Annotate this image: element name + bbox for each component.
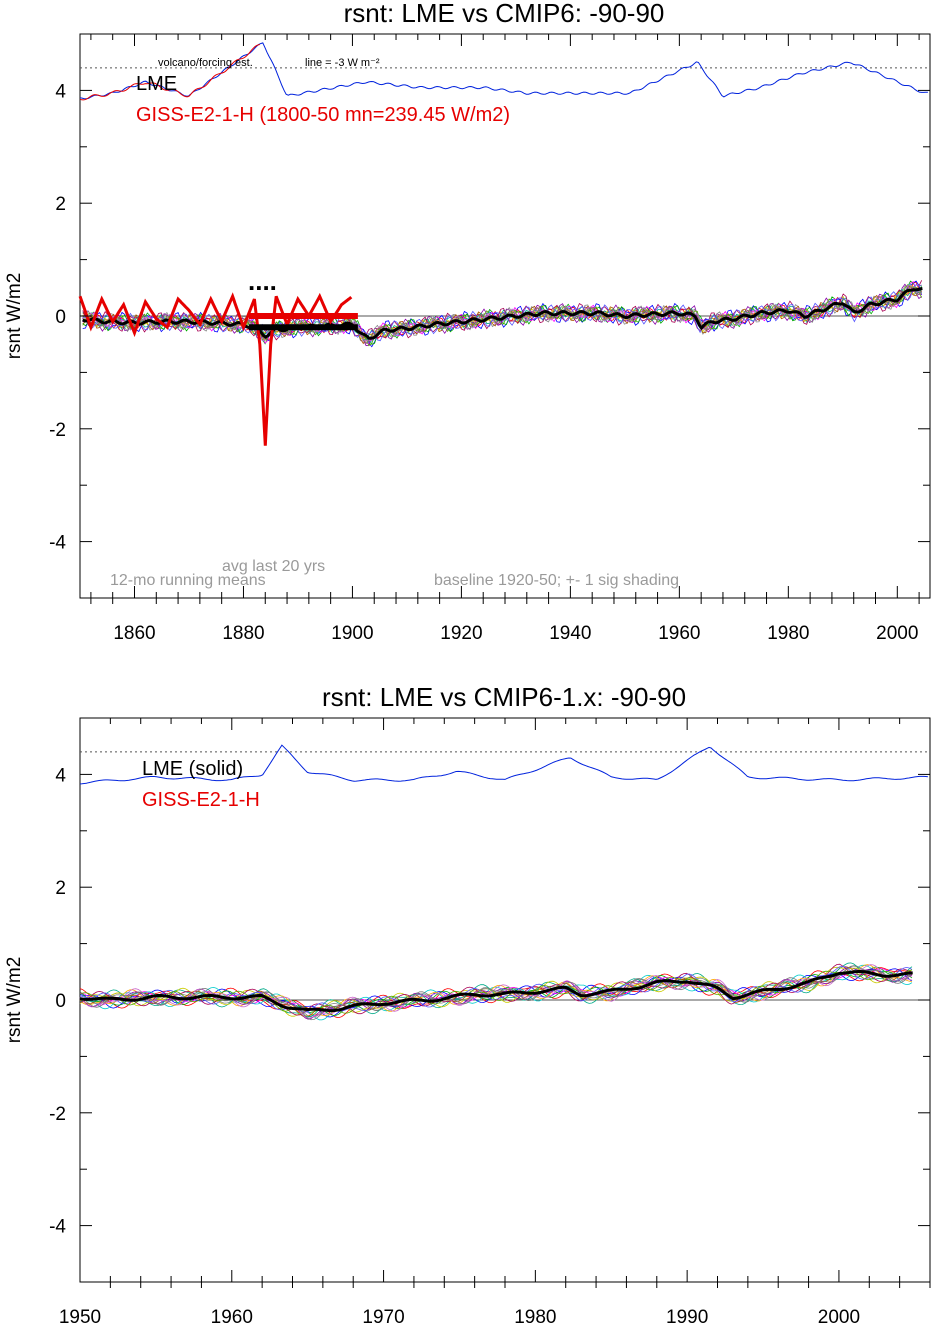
y-tick-label: -4 xyxy=(49,1217,66,1238)
volcano-forcing-giss-line xyxy=(79,44,260,101)
legend-giss: GISS-E2-1-H (1800-50 mn=239.45 W/m2) xyxy=(136,104,510,126)
legend-lme: LME xyxy=(136,73,177,95)
lme-ensemble-mean-line xyxy=(79,970,913,1013)
x-tick-label: 1950 xyxy=(59,1307,101,1325)
x-tick-label: 1960 xyxy=(658,623,700,644)
y-tick-label: 4 xyxy=(55,81,66,102)
chart-panel-bottom: rsnt: LME vs CMIP6-1.x: -90-90 -4 -2 0 2 4 19… xyxy=(4,682,931,1325)
legend-giss-bottom: GISS-E2-1-H xyxy=(142,789,260,811)
y-tick-label: -4 xyxy=(49,533,66,554)
y-tick-label: -2 xyxy=(49,1104,66,1125)
annotation-dots: .... xyxy=(248,266,277,296)
y-tick-label: 2 xyxy=(55,194,66,215)
annotation-avg-last-20: avg last 20 yrs xyxy=(222,558,325,575)
x-tick-label: 2000 xyxy=(876,623,918,644)
x-tick-label: 1970 xyxy=(362,1307,404,1325)
x-tick-label: 1980 xyxy=(767,623,809,644)
chart-panel-top: rsnt: LME vs CMIP6: -90-90 -4 -2 0 2 4 1860 18… xyxy=(4,0,931,644)
annotation-baseline: baseline 1920-50; +- 1 sig shading xyxy=(434,572,679,589)
x-tick-label: 1920 xyxy=(440,623,482,644)
x-tick-label: 1980 xyxy=(514,1307,556,1325)
y-tick-label: 0 xyxy=(55,307,66,328)
ensemble-member-line xyxy=(79,965,913,1021)
x-tick-label: 1940 xyxy=(549,623,591,644)
y-axis-label-bottom: rsnt W/m2 xyxy=(4,957,25,1044)
giss-line xyxy=(78,292,353,446)
x-tick-label: 2000 xyxy=(818,1307,860,1325)
y-tick-label: 4 xyxy=(55,765,66,786)
y-tick-label: 0 xyxy=(55,991,66,1012)
volcano-forcing-line xyxy=(79,42,928,100)
x-tick-label: 1960 xyxy=(211,1307,253,1325)
ensemble-member-line xyxy=(79,964,913,1016)
legend-lme-solid: LME (solid) xyxy=(142,758,243,780)
x-tick-label: 1990 xyxy=(666,1307,708,1325)
y-axis-label-top: rsnt W/m2 xyxy=(4,273,25,360)
ensemble-member-line xyxy=(82,285,923,341)
x-tick-label: 1860 xyxy=(113,623,155,644)
y-tick-label: 2 xyxy=(55,878,66,899)
x-tick-label: 1880 xyxy=(222,623,264,644)
annotation-line-note: line = -3 W m⁻² xyxy=(305,57,380,69)
chart-title-top: rsnt: LME vs CMIP6: -90-90 xyxy=(344,0,665,28)
y-tick-label: -2 xyxy=(49,420,66,441)
annotation-volcano: volcano/forcing est. xyxy=(158,57,253,69)
annotation-running-means: 12-mo running means xyxy=(110,572,266,589)
x-tick-label: 1900 xyxy=(331,623,373,644)
volcano-forcing-line xyxy=(79,744,928,785)
chart-title-bottom: rsnt: LME vs CMIP6-1.x: -90-90 xyxy=(322,682,686,712)
